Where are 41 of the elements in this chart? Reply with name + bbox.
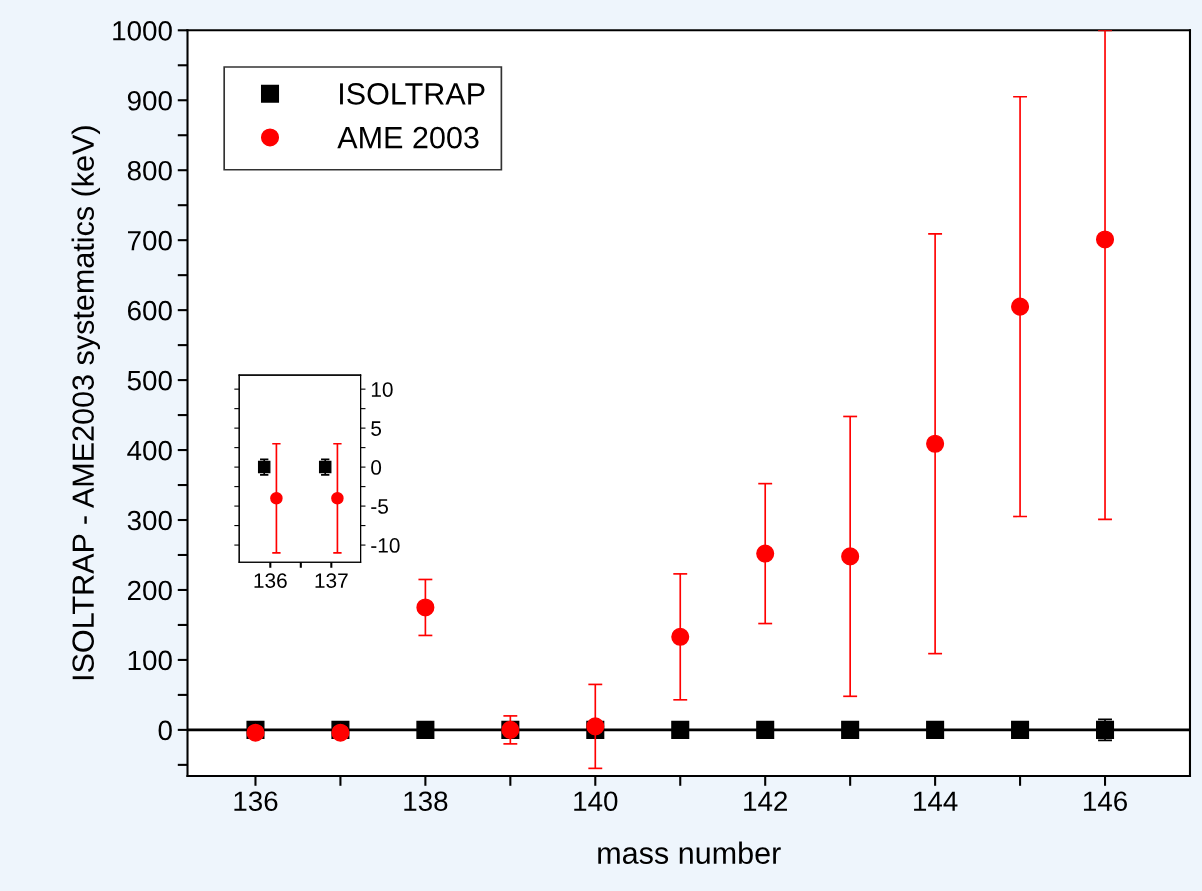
point [1011, 297, 1030, 316]
y2-tick-label: -5 [371, 499, 388, 514]
point [926, 434, 945, 453]
x-tick-label: 146 [1083, 791, 1127, 812]
point [671, 627, 690, 646]
point [926, 720, 945, 739]
point [756, 720, 775, 739]
y2-tick-label: 0 [371, 460, 382, 475]
y2-tick-label: 10 [371, 382, 393, 397]
y-tick-label: 1000 [113, 20, 172, 41]
y-axis-title: ISOLTRAP - AME2003 systematics (keV) [71, 126, 101, 680]
x-tick-label: 136 [234, 791, 278, 812]
y2-tick-label: 5 [371, 421, 382, 436]
x-tick-label: 137 [315, 573, 348, 588]
x-tick-label: 144 [914, 791, 958, 811]
y-tick-label: 900 [127, 90, 172, 111]
point [671, 720, 690, 739]
x-tick-label: 138 [404, 791, 448, 812]
y-tick-label: 200 [127, 580, 172, 601]
legend-label: AME 2003 [337, 126, 479, 149]
point [841, 547, 860, 566]
point [1095, 230, 1115, 249]
point [416, 720, 435, 739]
y2-tick-label: -10 [371, 538, 400, 553]
y-tick-label: 400 [127, 440, 172, 461]
y-tick-label: 800 [127, 160, 172, 181]
y-tick-label: 600 [128, 300, 172, 321]
x-tick-label: 136 [254, 573, 287, 588]
y-tick-label: 700 [128, 230, 172, 251]
x-axis-title: mass number [598, 841, 781, 864]
point [841, 720, 860, 739]
y-tick-label: 300 [127, 510, 172, 531]
point [756, 544, 775, 563]
x-tick-label: 140 [574, 791, 618, 812]
point [1011, 720, 1030, 739]
point [416, 598, 435, 617]
y-tick-label: 0 [158, 720, 172, 741]
y-tick-label: 500 [127, 370, 172, 391]
legend-label: ISOLTRAP [340, 83, 485, 105]
y-tick-label: 100 [128, 650, 172, 671]
x-tick-label: 142 [744, 791, 787, 811]
